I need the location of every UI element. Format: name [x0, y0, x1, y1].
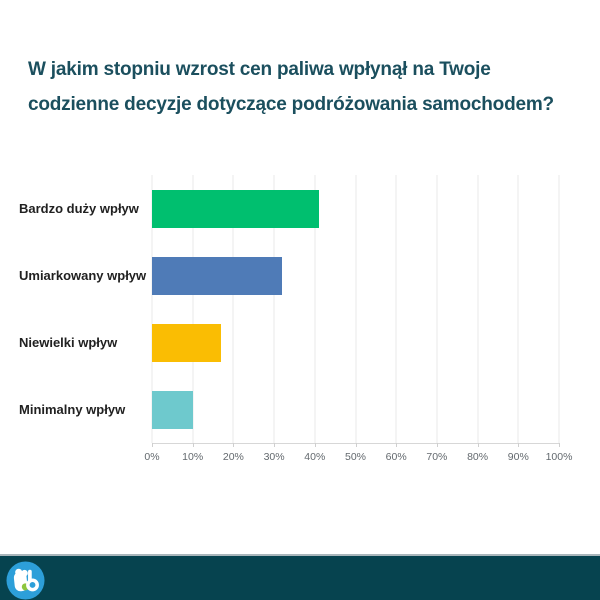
gridline — [436, 175, 438, 443]
x-tick-label: 50% — [344, 451, 367, 463]
x-tick-label: 80% — [467, 451, 489, 463]
gridline — [477, 175, 479, 443]
page-title-line-1: W jakim stopniu wzrost cen paliwa wpłyną… — [28, 59, 491, 80]
brand-logo-icon — [6, 561, 45, 600]
x-tick-mark — [274, 443, 276, 447]
x-tick-mark — [477, 443, 479, 447]
x-tick-mark — [436, 443, 438, 447]
x-axis: 0% 10% 20% 30% 40% 50% 60% 70% 80% 90% 100% — [144, 443, 572, 469]
gridline — [517, 175, 519, 443]
page-title-line-2: codzienne decyzje dotyczące podróżowania… — [28, 94, 554, 115]
x-tick-label: 30% — [263, 451, 285, 463]
bar-minimalny-wplyw — [152, 391, 193, 429]
x-tick-mark — [396, 443, 398, 447]
gridline — [558, 175, 560, 443]
x-tick-label: 90% — [507, 451, 529, 463]
bar-track — [152, 257, 559, 295]
x-tick-label: 70% — [426, 451, 448, 463]
bar-track — [152, 324, 559, 362]
gridline — [314, 175, 316, 443]
gridline — [395, 175, 397, 443]
gridline — [273, 175, 275, 443]
gridline — [192, 175, 194, 443]
bar-niewielki-wplyw — [152, 324, 222, 362]
footer-bar — [0, 554, 600, 600]
x-tick-mark — [314, 443, 316, 447]
x-tick-label: 60% — [385, 451, 407, 463]
x-tick-mark — [355, 443, 357, 447]
category-label: Umiarkowany wpływ — [19, 268, 147, 283]
x-tick-label: 100% — [545, 451, 573, 463]
x-tick-mark — [559, 443, 560, 447]
bar-row-minimalny-wplyw: Minimalny wpływ — [0, 391, 600, 429]
page-title: W jakim stopniu wzrost cen paliwa wpłyną… — [28, 52, 554, 122]
category-label: Niewielki wpływ — [19, 335, 118, 350]
bar-row-niewielki-wplyw: Niewielki wpływ — [0, 324, 600, 362]
x-tick-label: 0% — [144, 451, 160, 463]
logo-b-shape — [26, 569, 39, 592]
gridline — [232, 175, 234, 443]
x-tick-label: 10% — [182, 451, 204, 463]
x-tick-mark — [152, 443, 153, 447]
x-tick-label: 40% — [304, 451, 326, 463]
bar-row-umiarkowany-wplyw: Umiarkowany wpływ — [0, 257, 600, 295]
bar-track — [152, 391, 559, 429]
bar-bardzo-duzy-wplyw — [152, 190, 319, 228]
category-label: Minimalny wpływ — [19, 402, 126, 417]
x-tick-label: 20% — [222, 451, 244, 463]
category-label: Bardzo duży wpływ — [19, 201, 139, 216]
bar-track — [152, 190, 559, 228]
x-tick-mark — [233, 443, 235, 447]
bar-row-bardzo-duzy-wplyw: Bardzo duży wpływ — [0, 190, 600, 228]
x-tick-mark — [192, 443, 194, 447]
gridline — [355, 175, 356, 443]
x-tick-mark — [518, 443, 520, 447]
gridline — [151, 175, 153, 443]
bar-umiarkowany-wplyw — [152, 257, 283, 295]
